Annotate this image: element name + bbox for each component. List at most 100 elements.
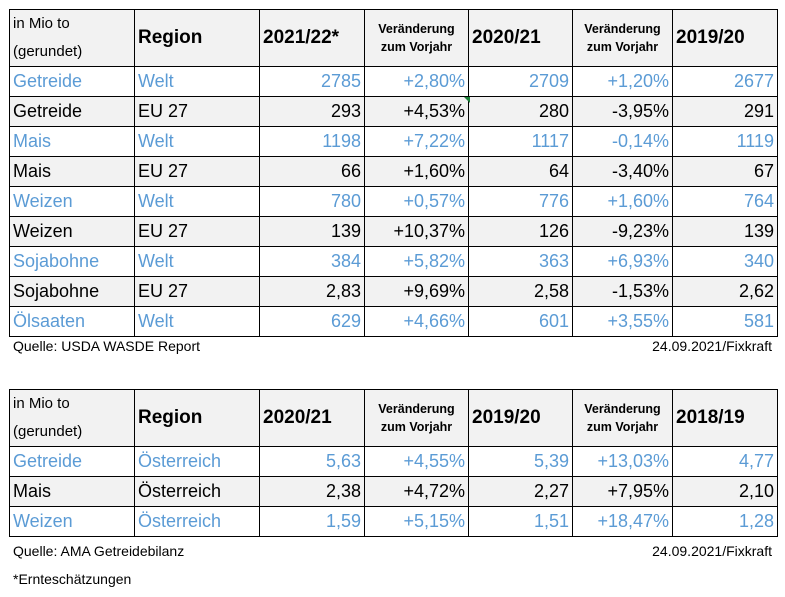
value2-cell: 2,58 bbox=[468, 276, 573, 307]
table-row: Sojabohne Welt 384 +5,82% 363 +6,93% 340 bbox=[9, 246, 778, 277]
value1-cell: 2,38 bbox=[259, 476, 365, 507]
change1-cell: +5,15% bbox=[364, 506, 469, 537]
value3-cell: 340 bbox=[672, 246, 778, 277]
change2-cell: +13,03% bbox=[572, 446, 673, 477]
unit-header: in Mio to (gerundet) bbox=[9, 389, 135, 447]
footnote: *Ernteschätzungen bbox=[13, 571, 132, 587]
region-cell: Welt bbox=[134, 186, 260, 217]
change1-cell: +4,72% bbox=[364, 476, 469, 507]
region-cell: EU 27 bbox=[134, 156, 260, 187]
change1-cell: +9,69% bbox=[364, 276, 469, 307]
region-cell: EU 27 bbox=[134, 276, 260, 307]
value2-cell: 776 bbox=[468, 186, 573, 217]
product-cell: Sojabohne bbox=[9, 246, 135, 277]
change1-cell: +7,22% bbox=[364, 126, 469, 157]
value2-cell: 64 bbox=[468, 156, 573, 187]
value3-cell: 4,77 bbox=[672, 446, 778, 477]
change2-cell: +3,55% bbox=[572, 306, 673, 337]
value1-cell: 780 bbox=[259, 186, 365, 217]
change2-cell: +6,93% bbox=[572, 246, 673, 277]
value2-cell: 126 bbox=[468, 216, 573, 247]
value3-cell: 139 bbox=[672, 216, 778, 247]
value1-cell: 2785 bbox=[259, 66, 365, 97]
year2-header: 2020/21 bbox=[468, 9, 573, 67]
product-cell: Getreide bbox=[9, 446, 135, 477]
value1-cell: 139 bbox=[259, 216, 365, 247]
table-row: Weizen EU 27 139 +10,37% 126 -9,23% 139 bbox=[9, 216, 778, 247]
value2-cell: 2709 bbox=[468, 66, 573, 97]
value1-cell: 629 bbox=[259, 306, 365, 337]
product-cell: Mais bbox=[9, 156, 135, 187]
region-cell: Welt bbox=[134, 126, 260, 157]
region-header: Region bbox=[134, 389, 260, 447]
table-row: Mais Österreich 2,38 +4,72% 2,27 +7,95% … bbox=[9, 476, 778, 507]
table-austria: in Mio to (gerundet) Region 2020/21 Verän… bbox=[9, 389, 778, 537]
change1-cell: +0,57% bbox=[364, 186, 469, 217]
value3-cell: 2677 bbox=[672, 66, 778, 97]
change2-cell: +1,60% bbox=[572, 186, 673, 217]
unit-header: in Mio to (gerundet) bbox=[9, 9, 135, 67]
value2-cell: 601 bbox=[468, 306, 573, 337]
table-row: Getreide Welt 2785 +2,80% 2709 +1,20% 26… bbox=[9, 66, 778, 97]
header-row: in Mio to (gerundet) Region 2021/22* Verä… bbox=[9, 9, 778, 67]
value1-cell: 1,59 bbox=[259, 506, 365, 537]
year3-header: 2019/20 bbox=[672, 9, 778, 67]
value2-cell: 280 bbox=[468, 96, 573, 127]
value1-cell: 1198 bbox=[259, 126, 365, 157]
region-cell: Österreich bbox=[134, 506, 260, 537]
change1-cell: +1,60% bbox=[364, 156, 469, 187]
change2-cell: +1,20% bbox=[572, 66, 673, 97]
region-header: Region bbox=[134, 9, 260, 67]
change1-header: Veränderung zum Vorjahr bbox=[364, 389, 469, 447]
product-cell: Ölsaaten bbox=[9, 306, 135, 337]
change2-cell: -3,40% bbox=[572, 156, 673, 187]
product-cell: Weizen bbox=[9, 506, 135, 537]
table-row: Ölsaaten Welt 629 +4,66% 601 +3,55% 581 bbox=[9, 306, 778, 337]
date-note-2: 24.09.2021/Fixkraft bbox=[652, 543, 772, 559]
change2-cell: -1,53% bbox=[572, 276, 673, 307]
value1-cell: 66 bbox=[259, 156, 365, 187]
region-cell: Welt bbox=[134, 66, 260, 97]
year1-header: 2020/21 bbox=[259, 389, 365, 447]
change2-cell: -9,23% bbox=[572, 216, 673, 247]
value2-cell: 1117 bbox=[468, 126, 573, 157]
table-row: Getreide EU 27 293 +4,53% 280 -3,95% 291 bbox=[9, 96, 778, 127]
source-note-1: Quelle: USDA WASDE Report bbox=[13, 338, 200, 354]
value2-cell: 363 bbox=[468, 246, 573, 277]
change2-cell: -3,95% bbox=[572, 96, 673, 127]
value3-cell: 2,62 bbox=[672, 276, 778, 307]
value3-cell: 1,28 bbox=[672, 506, 778, 537]
change2-cell: -0,14% bbox=[572, 126, 673, 157]
product-cell: Mais bbox=[9, 126, 135, 157]
comment-marker-icon bbox=[464, 97, 470, 103]
change1-cell: +2,80% bbox=[364, 66, 469, 97]
value2-cell: 1,51 bbox=[468, 506, 573, 537]
value1-cell: 293 bbox=[259, 96, 365, 127]
value3-cell: 67 bbox=[672, 156, 778, 187]
change1-cell: +4,66% bbox=[364, 306, 469, 337]
region-cell: Österreich bbox=[134, 446, 260, 477]
value3-cell: 764 bbox=[672, 186, 778, 217]
table-world-eu: in Mio to (gerundet) Region 2021/22* Verä… bbox=[9, 9, 778, 337]
product-cell: Getreide bbox=[9, 66, 135, 97]
year2-header: 2019/20 bbox=[468, 389, 573, 447]
date-note-1: 24.09.2021/Fixkraft bbox=[652, 338, 772, 354]
change1-cell: +4,55% bbox=[364, 446, 469, 477]
table-row: Weizen Österreich 1,59 +5,15% 1,51 +18,4… bbox=[9, 506, 778, 537]
region-cell: EU 27 bbox=[134, 96, 260, 127]
product-cell: Weizen bbox=[9, 216, 135, 247]
value3-cell: 2,10 bbox=[672, 476, 778, 507]
value3-cell: 291 bbox=[672, 96, 778, 127]
change2-header: Veränderung zum Vorjahr bbox=[572, 389, 673, 447]
value3-cell: 581 bbox=[672, 306, 778, 337]
change2-cell: +7,95% bbox=[572, 476, 673, 507]
year3-header: 2018/19 bbox=[672, 389, 778, 447]
value1-cell: 384 bbox=[259, 246, 365, 277]
value3-cell: 1119 bbox=[672, 126, 778, 157]
change1-header: Veränderung zum Vorjahr bbox=[364, 9, 469, 67]
table-row: Mais EU 27 66 +1,60% 64 -3,40% 67 bbox=[9, 156, 778, 187]
table-row: Weizen Welt 780 +0,57% 776 +1,60% 764 bbox=[9, 186, 778, 217]
product-cell: Weizen bbox=[9, 186, 135, 217]
year1-header: 2021/22* bbox=[259, 9, 365, 67]
change1-cell: +4,53% bbox=[364, 96, 469, 127]
